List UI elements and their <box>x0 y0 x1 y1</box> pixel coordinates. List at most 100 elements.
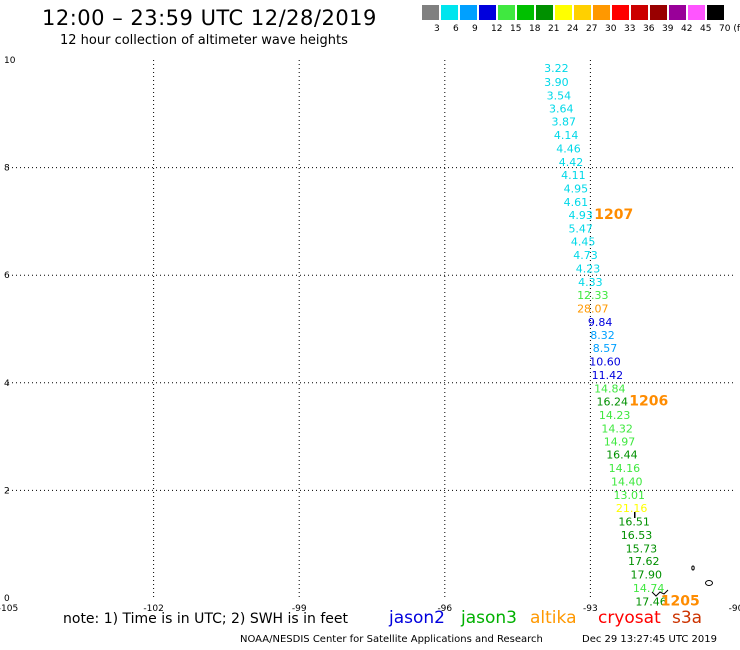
scale-swatch <box>707 5 724 20</box>
scale-swatch <box>631 5 648 20</box>
island-outline <box>705 580 713 586</box>
wave-height-observation: 21.16 <box>616 502 648 515</box>
wave-height-observation: 14.16 <box>609 462 641 475</box>
scale-label: 27 <box>586 24 598 34</box>
scale-swatch <box>650 5 667 20</box>
scale-label: 70 (ft) <box>719 24 740 34</box>
wave-height-observation: 4.46 <box>556 143 581 156</box>
x-tick-label: -105 <box>0 604 18 614</box>
wave-height-observation: 14.32 <box>601 422 633 435</box>
y-tick-label: 2 <box>4 486 10 496</box>
wave-height-observation: 10.60 <box>589 356 621 369</box>
island-outline <box>691 565 695 571</box>
scale-swatch <box>555 5 572 20</box>
scale-label: 45 <box>700 24 712 34</box>
wave-height-observation: 16.51 <box>618 515 650 528</box>
x-tick-label: -90 <box>729 604 740 614</box>
scale-label: 36 <box>643 24 655 34</box>
scale-swatch <box>593 5 610 20</box>
scale-label: 15 <box>510 24 522 34</box>
wave-height-observation: 17.90 <box>630 569 662 582</box>
wave-height-observation: 8.57 <box>593 342 618 355</box>
pass-time-label: 1206 <box>629 393 668 409</box>
scale-swatch <box>422 5 439 20</box>
wave-height-observation: 14.84 <box>594 382 626 395</box>
wave-height-observation: 28.07 <box>577 302 609 315</box>
scale-label: 12 <box>491 24 503 34</box>
scale-swatch <box>517 5 534 20</box>
scale-label: 39 <box>662 24 674 34</box>
wave-height-observation: 4.11 <box>561 169 586 182</box>
y-tick-label: 8 <box>4 164 10 174</box>
wave-height-observation: 14.23 <box>599 409 631 422</box>
scale-label: 18 <box>529 24 541 34</box>
wave-height-observation: 3.22 <box>544 62 569 75</box>
wave-height-observation: 17.62 <box>628 555 660 568</box>
wave-height-observation: 4.93 <box>568 209 593 222</box>
pass-time-label: 1207 <box>594 207 633 223</box>
wave-height-observation: 4.95 <box>564 182 589 195</box>
y-tick-label: 0 <box>4 594 10 604</box>
y-tick-label: 4 <box>4 379 10 389</box>
island-outline <box>634 512 636 518</box>
scale-swatch <box>669 5 686 20</box>
scale-swatch <box>441 5 458 20</box>
wave-height-observation: 4.14 <box>554 129 579 142</box>
x-tick-label: -96 <box>437 604 452 614</box>
pass-time-label: 1205 <box>661 594 700 610</box>
scale-label: 3 <box>434 24 440 34</box>
scale-swatch <box>479 5 496 20</box>
scale-label: 21 <box>548 24 560 34</box>
wave-height-observation: 8.32 <box>590 329 615 342</box>
wave-height-observation: 5.47 <box>568 223 593 236</box>
scale-label: 42 <box>681 24 693 34</box>
wave-height-observation: 17.46 <box>635 596 667 609</box>
generation-timestamp: Dec 29 13:27:45 UTC 2019 <box>582 634 717 645</box>
wave-height-observation: 3.90 <box>544 76 569 89</box>
wave-height-observation: 4.61 <box>564 196 589 209</box>
x-tick-label: -99 <box>292 604 307 614</box>
scale-swatch <box>574 5 591 20</box>
scale-swatch <box>536 5 553 20</box>
y-tick-label: 6 <box>4 271 10 281</box>
scale-label: 30 <box>605 24 617 34</box>
wave-height-observation: 14.74 <box>633 582 665 595</box>
wave-height-observation: 3.87 <box>551 116 576 129</box>
scale-label: 6 <box>453 24 459 34</box>
wave-height-observation: 4.23 <box>576 263 601 276</box>
scale-swatch <box>688 5 705 20</box>
satellite-legend-cryosat: cryosat <box>598 608 661 628</box>
wave-height-observation: 3.54 <box>547 89 572 102</box>
wave-height-observation: 16.53 <box>621 529 653 542</box>
wave-height-observation: 3.64 <box>549 103 574 116</box>
scale-swatch <box>498 5 515 20</box>
credit-line: NOAA/NESDIS Center for Satellite Applica… <box>240 634 543 645</box>
x-tick-label: -93 <box>583 604 598 614</box>
wave-height-observation: 11.42 <box>592 369 624 382</box>
satellite-legend-altika: altika <box>530 608 577 628</box>
wave-height-observation: 14.40 <box>611 476 643 489</box>
scale-label: 24 <box>567 24 579 34</box>
wave-height-observation: 14.97 <box>604 436 636 449</box>
scale-swatch <box>460 5 477 20</box>
wave-height-observation: 4.33 <box>578 276 603 289</box>
scale-swatch <box>612 5 629 20</box>
wave-height-observation: 4.42 <box>559 156 584 169</box>
wave-height-observation: 4.73 <box>573 249 598 262</box>
coastline-fragment <box>651 589 669 597</box>
wave-height-observation: 4.45 <box>571 236 596 249</box>
page-subtitle: 12 hour collection of altimeter wave hei… <box>60 33 348 48</box>
x-tick-label: -102 <box>143 604 163 614</box>
satellite-legend-jason3: jason3 <box>461 608 517 628</box>
satellite-legend-s3a: s3a <box>672 608 703 628</box>
scale-label: 33 <box>624 24 636 34</box>
wave-height-observation: 16.24 <box>596 395 628 408</box>
wave-height-observation: 9.84 <box>588 316 613 329</box>
satellite-legend-jason2: jason2 <box>389 608 445 628</box>
wave-height-observation: 12.33 <box>577 289 609 302</box>
page-title: 12:00 – 23:59 UTC 12/28/2019 <box>42 6 377 30</box>
y-tick-label: 10 <box>4 56 16 66</box>
scale-label: 9 <box>472 24 478 34</box>
